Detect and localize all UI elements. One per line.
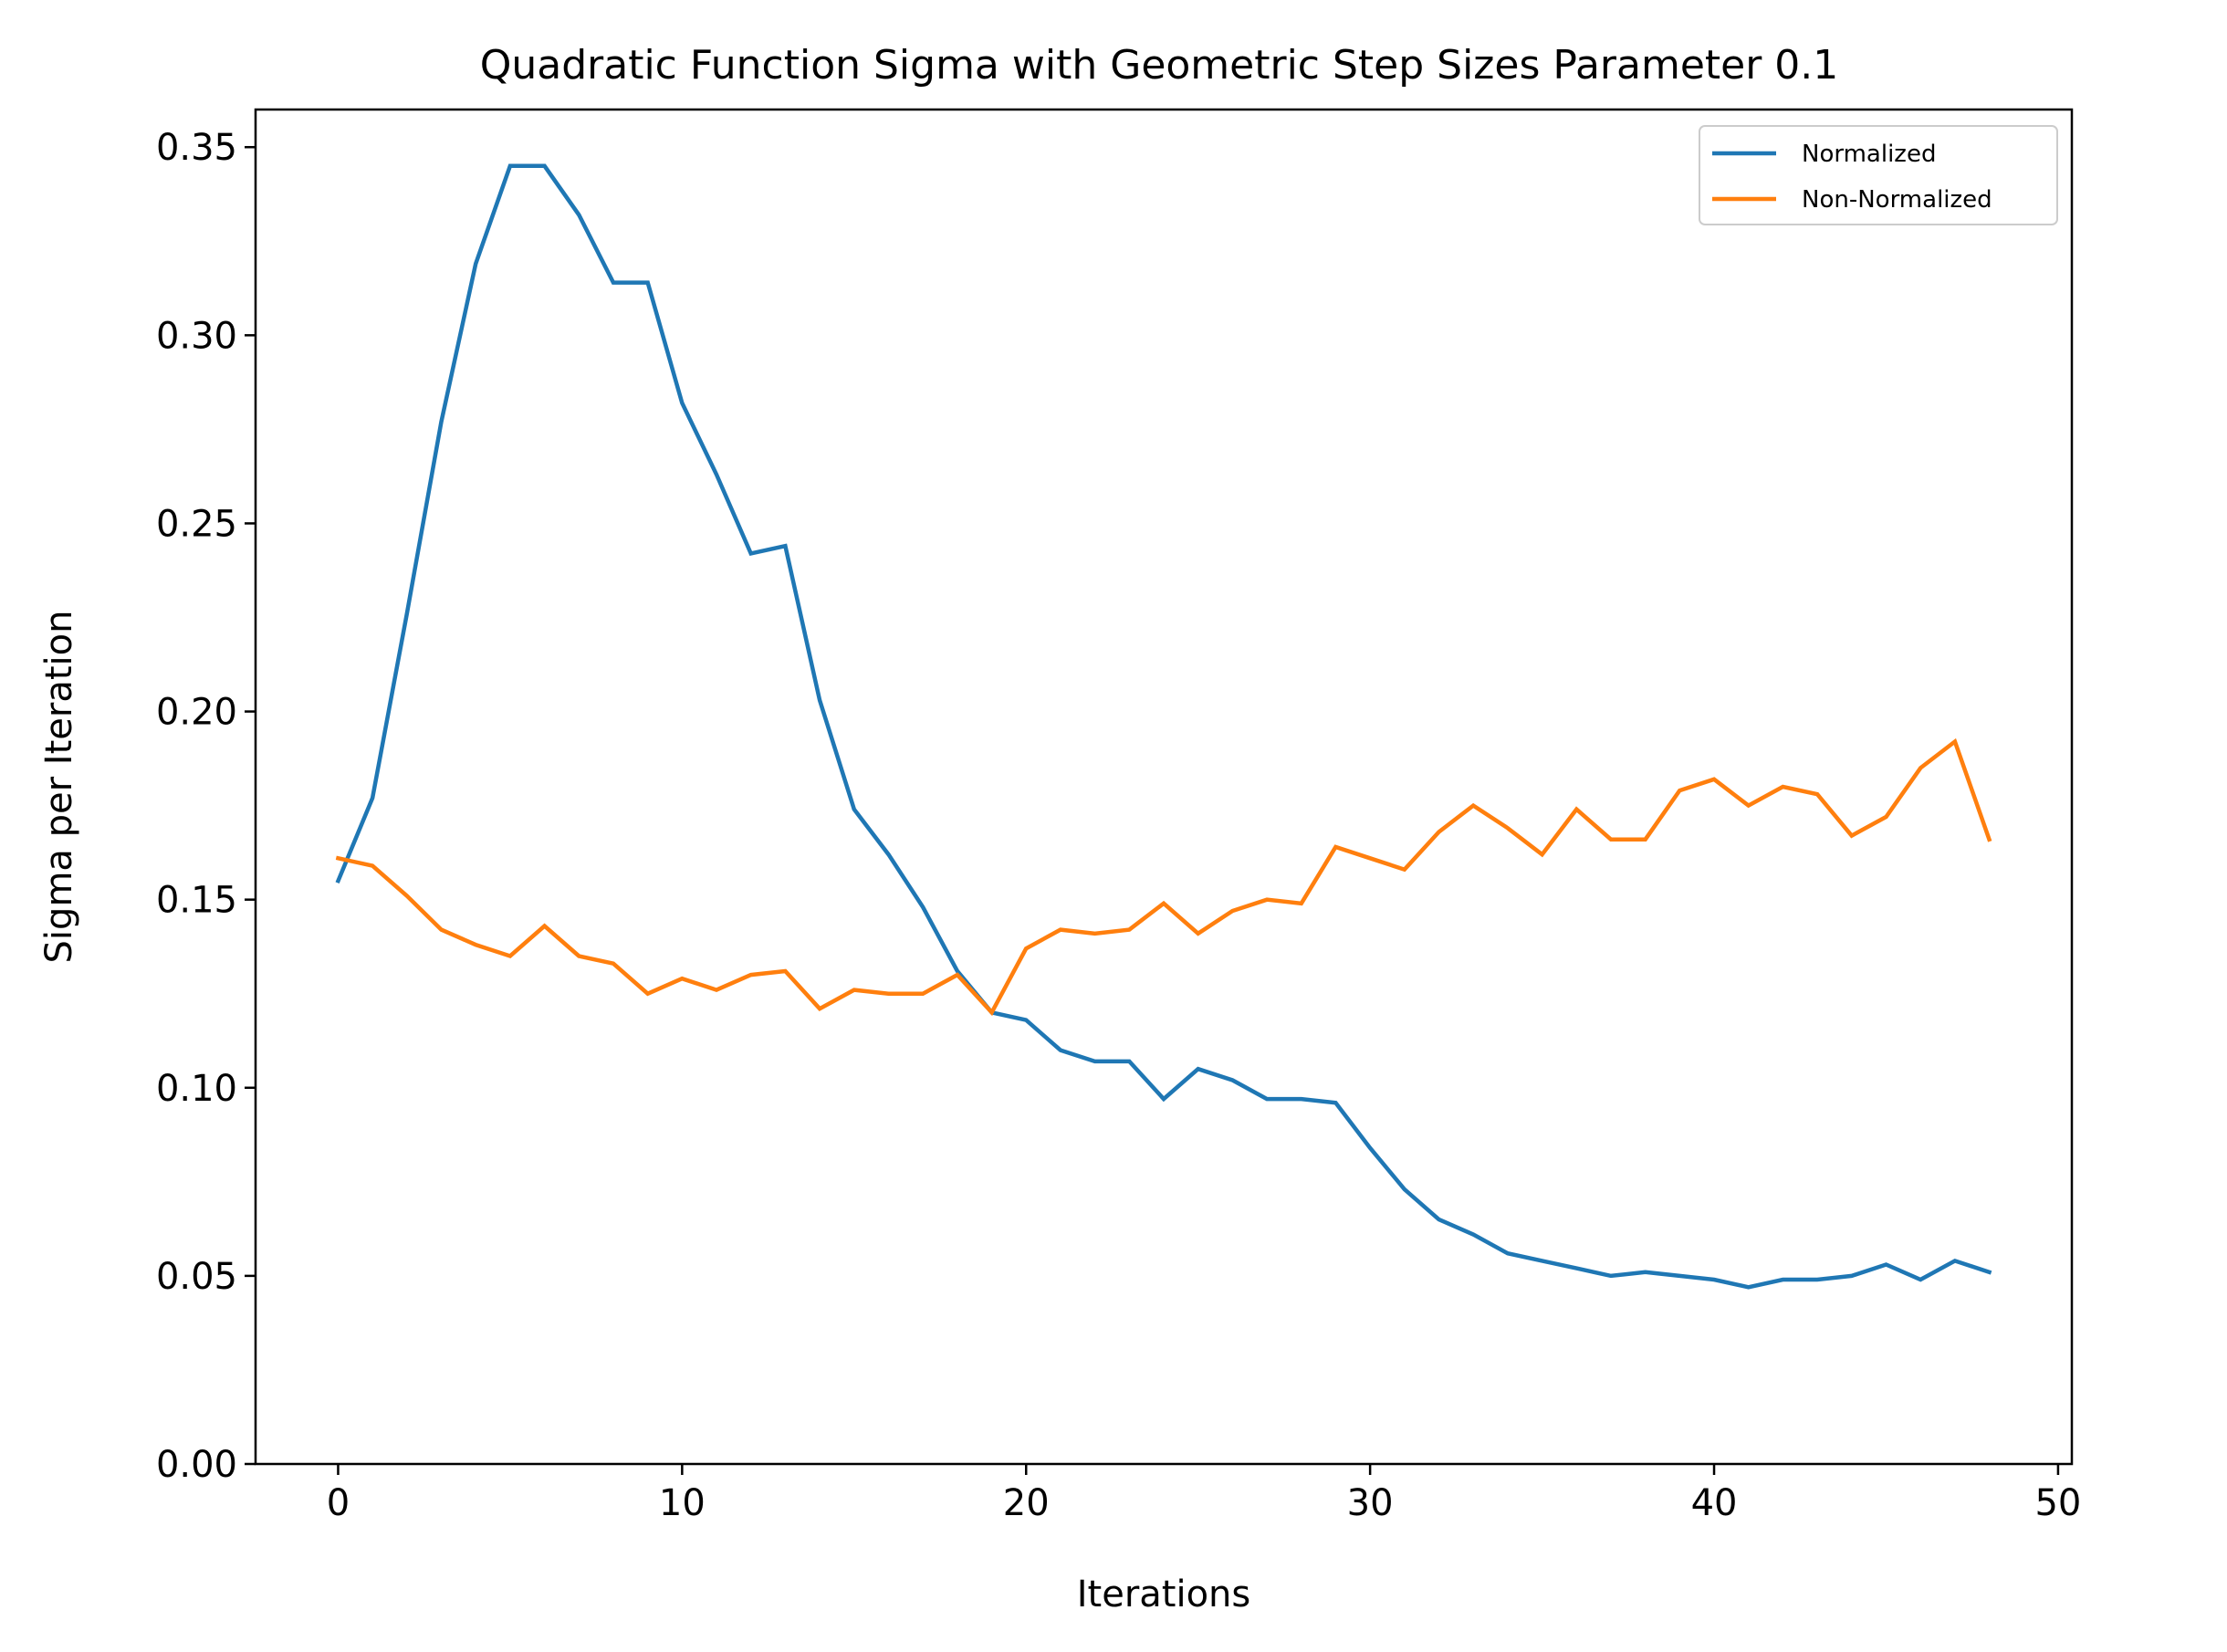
legend-label: Non-Normalized	[1802, 186, 1992, 214]
x-tick-label: 50	[2034, 1482, 2081, 1524]
plot-frame	[254, 108, 2074, 1466]
x-tick-label: 40	[1691, 1482, 1738, 1524]
x-tick-label: 0	[327, 1482, 350, 1524]
y-tick-label: 0.35	[156, 127, 237, 169]
series-lines	[335, 163, 1992, 1290]
series-line-normalized	[335, 163, 1992, 1290]
series-line-non-normalized	[335, 737, 1992, 1017]
y-axis-label: Sigma per Iteration	[38, 611, 80, 964]
chart-title: Quadratic Function Sigma with Geometric …	[480, 42, 1839, 89]
x-tick-label: 20	[1003, 1482, 1050, 1524]
y-tick-label: 0.10	[156, 1068, 237, 1110]
legend: Normalized Non-Normalized	[1699, 125, 2058, 225]
y-axis-ticks: 0.00 0.05 0.10 0.15 0.20 0.25 0.30 0.35	[156, 127, 256, 1486]
y-tick-label: 0.00	[156, 1444, 237, 1486]
x-axis-label: Iterations	[1077, 1574, 1251, 1615]
y-tick-label: 0.30	[156, 315, 237, 357]
y-tick-label: 0.05	[156, 1256, 237, 1298]
y-tick-label: 0.20	[156, 692, 237, 734]
x-tick-label: 10	[659, 1482, 706, 1524]
legend-label: Normalized	[1802, 141, 1936, 168]
plot-area	[256, 110, 2072, 1464]
legend-box	[1699, 125, 2058, 225]
x-tick-label: 30	[1347, 1482, 1394, 1524]
x-axis-ticks: 0 10 20 30 40 50	[327, 1464, 2081, 1524]
y-tick-label: 0.15	[156, 880, 237, 922]
y-tick-label: 0.25	[156, 503, 237, 545]
